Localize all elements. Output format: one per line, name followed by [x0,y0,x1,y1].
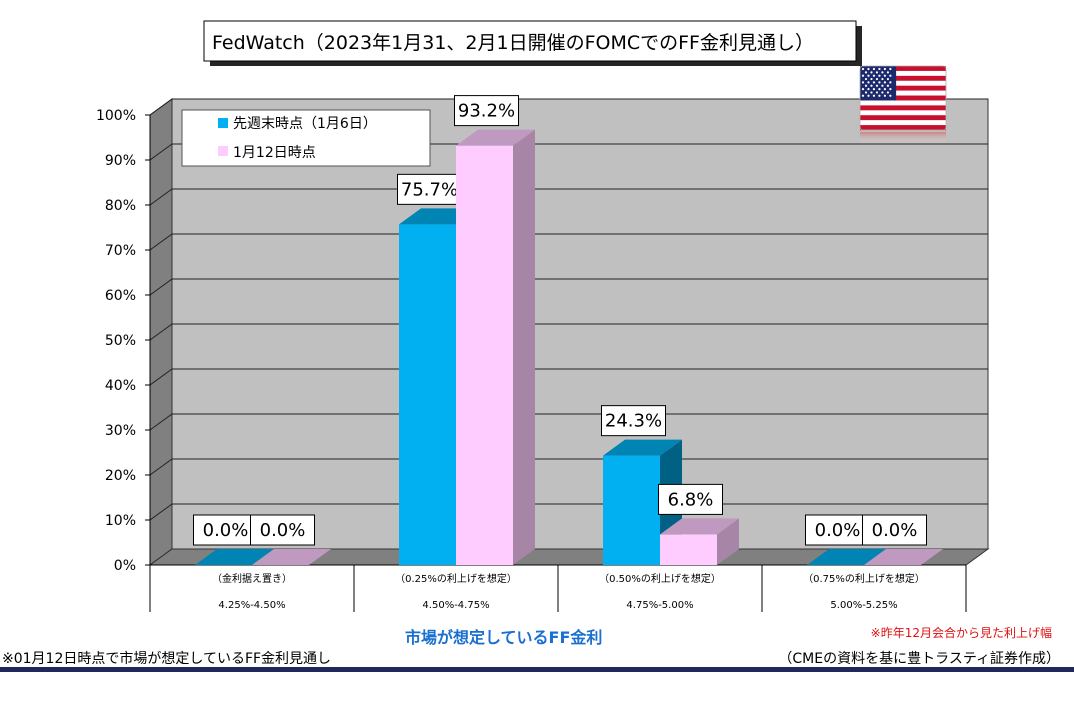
category-note: （金利据え置き） [212,572,292,585]
bar-top [456,129,535,146]
x-axis-title: 市場が想定しているFF金利 [405,628,603,647]
data-label-series-2-cat-2: 93.2% [454,95,519,127]
legend: 先週末時点（1月6日） 1月12日時点 [181,109,431,167]
bar-top [864,549,943,565]
data-label-series-2-cat-4: 0.0% [862,514,927,546]
svg-text:75.7%: 75.7% [401,179,458,200]
y-tick-label: 100% [96,108,136,124]
bar-series-2-cat-4 [864,549,943,565]
gridline [149,413,988,431]
svg-text:93.2%: 93.2% [458,101,515,122]
gridline [149,368,988,386]
us-flag-icon [859,65,947,144]
legend-label-series-2: 1月12日時点 [233,145,316,161]
gridline [149,143,988,161]
footnote-source: （CMEの資料を基に豊トラスティ証券作成） [778,651,1060,667]
gridline [149,278,988,296]
svg-text:6.8%: 6.8% [668,489,714,510]
y-tick-label: 30% [105,423,136,439]
bar-series-2-cat-1 [252,549,331,565]
bar-side [717,518,739,565]
y-tick-label: 60% [105,288,136,304]
bar-front [456,145,513,565]
svg-text:24.3%: 24.3% [605,411,662,432]
category-range: 5.00%-5.25% [830,600,897,611]
bar-front [399,224,456,565]
svg-text:0.0%: 0.0% [203,520,249,541]
chart-title-box: FedWatch（2023年1月31、2月1日開催のFOMCでのFF金利見通し） [203,20,862,66]
y-tick-label: 70% [105,243,136,259]
bottom-divider [0,667,1074,672]
y-tick-label: 80% [105,198,136,214]
y-tick-label: 20% [105,468,136,484]
red-footnote: ※昨年12月会合から見た利上げ幅 [870,626,1052,640]
gridline [149,98,988,116]
gridline [149,458,988,476]
bar-top [807,549,886,565]
legend-swatch-series-1 [218,118,228,128]
bar-front [603,455,660,565]
category-note: （0.75%の利上げを想定） [803,572,925,585]
legend-swatch-series-2 [218,146,228,156]
gridline [149,323,988,341]
bar-series-2-cat-2 [456,129,535,565]
data-label-series-1-cat-1: 0.0% [193,514,258,546]
legend-label-series-1: 先週末時点（1月6日） [233,116,377,132]
bar-front [660,534,717,565]
data-label-series-2-cat-3: 6.8% [658,483,723,515]
data-label-series-2-cat-1: 0.0% [250,514,315,546]
bar-top [252,549,331,565]
category-range: 4.25%-4.50% [218,600,285,611]
chart-title: FedWatch（2023年1月31、2月1日開催のFOMCでのFF金利見通し） [212,32,814,54]
bar-top [603,439,682,456]
y-tick-label: 10% [105,513,136,529]
bar-top [660,518,739,535]
data-label-series-1-cat-4: 0.0% [805,514,870,546]
y-tick-label: 90% [105,153,136,169]
category-note: （0.25%の利上げを想定） [395,572,517,585]
data-label-series-1-cat-3: 24.3% [601,405,666,437]
category-note: （0.50%の利上げを想定） [599,572,721,585]
bar-side [513,129,535,565]
bar-series-2-cat-3 [660,518,739,565]
category-range: 4.75%-5.00% [626,600,693,611]
svg-text:0.0%: 0.0% [872,520,918,541]
footnote-left: ※01月12日時点で市場が想定しているFF金利見通し [2,651,332,667]
y-tick-label: 40% [105,378,136,394]
bar-series-1-cat-4 [807,549,886,565]
bar-series-1-cat-1 [195,549,274,565]
gridline [149,233,988,251]
bar-top [195,549,274,565]
y-tick-label: 50% [105,333,136,349]
data-label-series-1-cat-2: 75.7% [397,173,462,205]
svg-text:0.0%: 0.0% [815,520,861,541]
gridline [149,188,988,206]
svg-text:0.0%: 0.0% [260,520,306,541]
category-range: 4.50%-4.75% [422,600,489,611]
y-tick-label: 0% [114,558,136,574]
